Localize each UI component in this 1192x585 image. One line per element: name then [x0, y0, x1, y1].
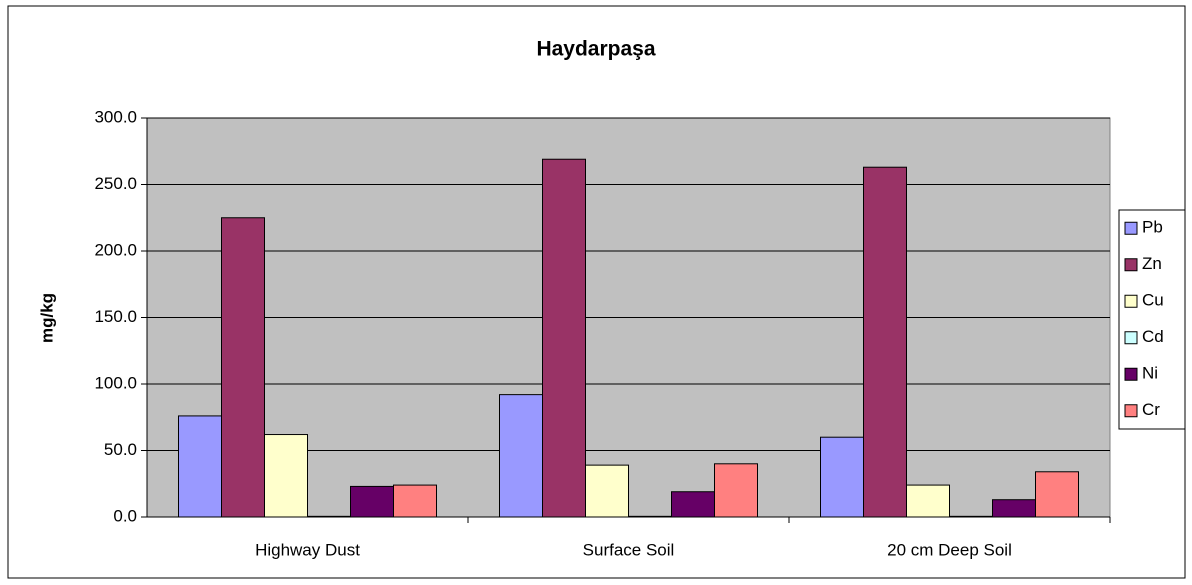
legend-box	[1118, 209, 1186, 430]
bar	[264, 434, 308, 518]
y-tick-label: 200.0	[94, 240, 137, 259]
bar	[820, 436, 864, 518]
y-tick-label: 50.0	[104, 440, 137, 459]
bar	[863, 166, 907, 518]
x-tick-label: Surface Soil	[583, 540, 675, 559]
legend-label: Cu	[1142, 291, 1164, 310]
bar	[542, 158, 586, 518]
legend-label: Cd	[1142, 327, 1164, 346]
y-tick-label: 250.0	[94, 174, 137, 193]
bar	[350, 485, 394, 518]
legend-swatch	[1124, 331, 1138, 345]
legend-swatch	[1124, 221, 1138, 235]
x-tick-label: Highway Dust	[255, 540, 360, 559]
legend-swatch	[1124, 258, 1138, 272]
y-tick-label: 300.0	[94, 107, 137, 126]
bar	[499, 394, 543, 518]
chart-title: Haydarpaşa	[536, 38, 655, 61]
legend-label: Pb	[1142, 218, 1163, 237]
legend-swatch	[1124, 367, 1138, 381]
legend-swatch	[1124, 294, 1138, 308]
bar	[178, 415, 222, 518]
bar	[992, 499, 1036, 518]
bar	[714, 463, 758, 518]
bar	[628, 515, 672, 518]
bar	[307, 515, 351, 518]
bar	[671, 491, 715, 518]
bar	[906, 484, 950, 518]
y-tick-label: 150.0	[94, 307, 137, 326]
bar	[393, 484, 437, 518]
y-axis-label: mg/kg	[37, 293, 56, 343]
y-tick-label: 100.0	[94, 373, 137, 392]
y-tick-label: 0.0	[113, 506, 137, 525]
x-tick-label: 20 cm Deep Soil	[887, 540, 1012, 559]
bar	[949, 515, 993, 518]
bar	[585, 464, 629, 518]
bar	[1035, 471, 1079, 518]
legend-label: Cr	[1142, 400, 1160, 419]
legend-label: Ni	[1142, 364, 1158, 383]
legend-swatch	[1124, 404, 1138, 418]
legend-label: Zn	[1142, 254, 1162, 273]
bar	[221, 217, 265, 518]
